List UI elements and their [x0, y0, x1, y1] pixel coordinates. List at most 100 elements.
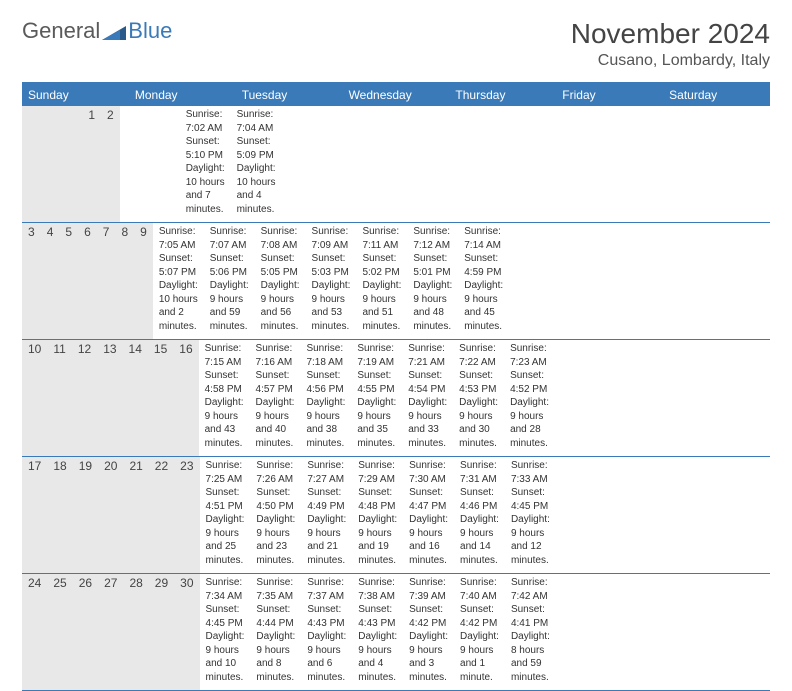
day-number: 5: [59, 223, 78, 339]
day-content-row: Sunrise: 7:25 AMSunset: 4:51 PMDaylight:…: [200, 457, 556, 573]
sunset-text: Sunset: 4:49 PM: [307, 486, 346, 513]
day-number: 25: [47, 574, 72, 690]
daylight-text: Daylight: 9 hours and 48 minutes.: [413, 279, 452, 333]
sunset-text: Sunset: 4:50 PM: [256, 486, 295, 513]
sunrise-text: Sunrise: 7:40 AM: [460, 576, 499, 603]
day-cell: Sunrise: 7:07 AMSunset: 5:06 PMDaylight:…: [204, 223, 255, 339]
week: 3456789Sunrise: 7:05 AMSunset: 5:07 PMDa…: [22, 223, 770, 340]
sunrise-text: Sunrise: 7:11 AM: [362, 225, 401, 252]
sunrise-text: Sunrise: 7:21 AM: [408, 342, 447, 369]
sunset-text: Sunset: 5:05 PM: [261, 252, 300, 279]
day-cell: Sunrise: 7:19 AMSunset: 4:55 PMDaylight:…: [351, 340, 402, 456]
daylight-text: Daylight: 9 hours and 8 minutes.: [256, 630, 295, 684]
sunset-text: Sunset: 4:57 PM: [256, 369, 295, 396]
day-cell: Sunrise: 7:02 AMSunset: 5:10 PMDaylight:…: [180, 106, 231, 222]
sunset-text: Sunset: 4:43 PM: [307, 603, 346, 630]
day-number: 18: [47, 457, 72, 573]
sunrise-text: Sunrise: 7:22 AM: [459, 342, 498, 369]
sunset-text: Sunset: 4:59 PM: [464, 252, 503, 279]
day-cell: Sunrise: 7:35 AMSunset: 4:44 PMDaylight:…: [250, 574, 301, 690]
daylight-text: Daylight: 9 hours and 10 minutes.: [206, 630, 245, 684]
day-cell: Sunrise: 7:27 AMSunset: 4:49 PMDaylight:…: [301, 457, 352, 573]
logo-text-blue: Blue: [128, 18, 172, 44]
day-cell: Sunrise: 7:23 AMSunset: 4:52 PMDaylight:…: [504, 340, 555, 456]
daylight-text: Daylight: 10 hours and 4 minutes.: [237, 162, 276, 216]
day-number: 6: [78, 223, 97, 339]
day-cell: Sunrise: 7:33 AMSunset: 4:45 PMDaylight:…: [505, 457, 556, 573]
day-number: 28: [123, 574, 148, 690]
week: 12 Sunrise: 7:02 AMSunset: 5:10 PMDayligh…: [22, 106, 770, 223]
day-header: Tuesday: [236, 84, 343, 106]
sunrise-text: Sunrise: 7:35 AM: [256, 576, 295, 603]
day-cell: [120, 106, 132, 222]
day-cell: Sunrise: 7:12 AMSunset: 5:01 PMDaylight:…: [407, 223, 458, 339]
daylight-text: Daylight: 10 hours and 2 minutes.: [159, 279, 198, 333]
day-cell: Sunrise: 7:38 AMSunset: 4:43 PMDaylight:…: [352, 574, 403, 690]
sunrise-text: Sunrise: 7:25 AM: [206, 459, 245, 486]
day-number: [22, 106, 34, 222]
sunset-text: Sunset: 4:58 PM: [205, 369, 244, 396]
sunrise-text: Sunrise: 7:42 AM: [511, 576, 550, 603]
day-cell: Sunrise: 7:09 AMSunset: 5:03 PMDaylight:…: [306, 223, 357, 339]
header: General Blue November 2024 Cusano, Lomba…: [22, 18, 770, 70]
daylight-text: Daylight: 9 hours and 43 minutes.: [205, 396, 244, 450]
day-number: 11: [47, 340, 71, 456]
sunrise-text: Sunrise: 7:05 AM: [159, 225, 198, 252]
sunrise-text: Sunrise: 7:33 AM: [511, 459, 550, 486]
day-number: 9: [134, 223, 153, 339]
sunset-text: Sunset: 4:45 PM: [206, 603, 245, 630]
day-number: 12: [72, 340, 97, 456]
daylight-text: Daylight: 9 hours and 12 minutes.: [511, 513, 550, 567]
sunrise-text: Sunrise: 7:12 AM: [413, 225, 452, 252]
sunset-text: Sunset: 4:41 PM: [511, 603, 550, 630]
sunset-text: Sunset: 4:48 PM: [358, 486, 397, 513]
day-cell: Sunrise: 7:18 AMSunset: 4:56 PMDaylight:…: [300, 340, 351, 456]
logo-triangle-icon: [102, 22, 126, 40]
sunrise-text: Sunrise: 7:09 AM: [312, 225, 351, 252]
sunrise-text: Sunrise: 7:37 AM: [307, 576, 346, 603]
day-cell: [156, 106, 168, 222]
day-number: 24: [22, 574, 47, 690]
daylight-text: Daylight: 9 hours and 19 minutes.: [358, 513, 397, 567]
daylight-text: Daylight: 9 hours and 23 minutes.: [256, 513, 295, 567]
day-cell: Sunrise: 7:15 AMSunset: 4:58 PMDaylight:…: [199, 340, 250, 456]
daylight-text: Daylight: 9 hours and 16 minutes.: [409, 513, 448, 567]
sunrise-text: Sunrise: 7:16 AM: [256, 342, 295, 369]
sunrise-text: Sunrise: 7:15 AM: [205, 342, 244, 369]
day-number: 10: [22, 340, 47, 456]
daylight-text: Daylight: 9 hours and 53 minutes.: [312, 279, 351, 333]
sunrise-text: Sunrise: 7:26 AM: [256, 459, 295, 486]
day-number: 30: [174, 574, 199, 690]
logo-text-general: General: [22, 18, 100, 44]
daylight-text: Daylight: 9 hours and 59 minutes.: [210, 279, 249, 333]
day-cell: Sunrise: 7:26 AMSunset: 4:50 PMDaylight:…: [250, 457, 301, 573]
sunset-text: Sunset: 5:10 PM: [186, 135, 225, 162]
daylight-text: Daylight: 9 hours and 38 minutes.: [306, 396, 345, 450]
day-headers-row: SundayMondayTuesdayWednesdayThursdayFrid…: [22, 84, 770, 106]
day-number: 19: [73, 457, 98, 573]
day-number: 3: [22, 223, 41, 339]
day-number-row: 3456789: [22, 223, 153, 339]
sunset-text: Sunset: 5:09 PM: [237, 135, 276, 162]
daylight-text: Daylight: 9 hours and 1 minute.: [460, 630, 499, 684]
title-block: November 2024 Cusano, Lombardy, Italy: [571, 18, 770, 70]
day-cell: Sunrise: 7:37 AMSunset: 4:43 PMDaylight:…: [301, 574, 352, 690]
sunrise-text: Sunrise: 7:04 AM: [237, 108, 276, 135]
day-cell: Sunrise: 7:16 AMSunset: 4:57 PMDaylight:…: [250, 340, 301, 456]
sunrise-text: Sunrise: 7:30 AM: [409, 459, 448, 486]
daylight-text: Daylight: 9 hours and 6 minutes.: [307, 630, 346, 684]
day-number: [34, 106, 46, 222]
daylight-text: Daylight: 9 hours and 51 minutes.: [362, 279, 401, 333]
sunrise-text: Sunrise: 7:39 AM: [409, 576, 448, 603]
day-header: Friday: [556, 84, 663, 106]
sunset-text: Sunset: 4:45 PM: [511, 486, 550, 513]
day-content-row: Sunrise: 7:15 AMSunset: 4:58 PMDaylight:…: [199, 340, 555, 456]
sunrise-text: Sunrise: 7:27 AM: [307, 459, 346, 486]
sunrise-text: Sunrise: 7:23 AM: [510, 342, 549, 369]
day-cell: Sunrise: 7:39 AMSunset: 4:42 PMDaylight:…: [403, 574, 454, 690]
day-header: Saturday: [663, 84, 770, 106]
day-cell: Sunrise: 7:29 AMSunset: 4:48 PMDaylight:…: [352, 457, 403, 573]
day-header: Monday: [129, 84, 236, 106]
day-number-row: 12: [22, 106, 120, 222]
daylight-text: Daylight: 9 hours and 25 minutes.: [206, 513, 245, 567]
